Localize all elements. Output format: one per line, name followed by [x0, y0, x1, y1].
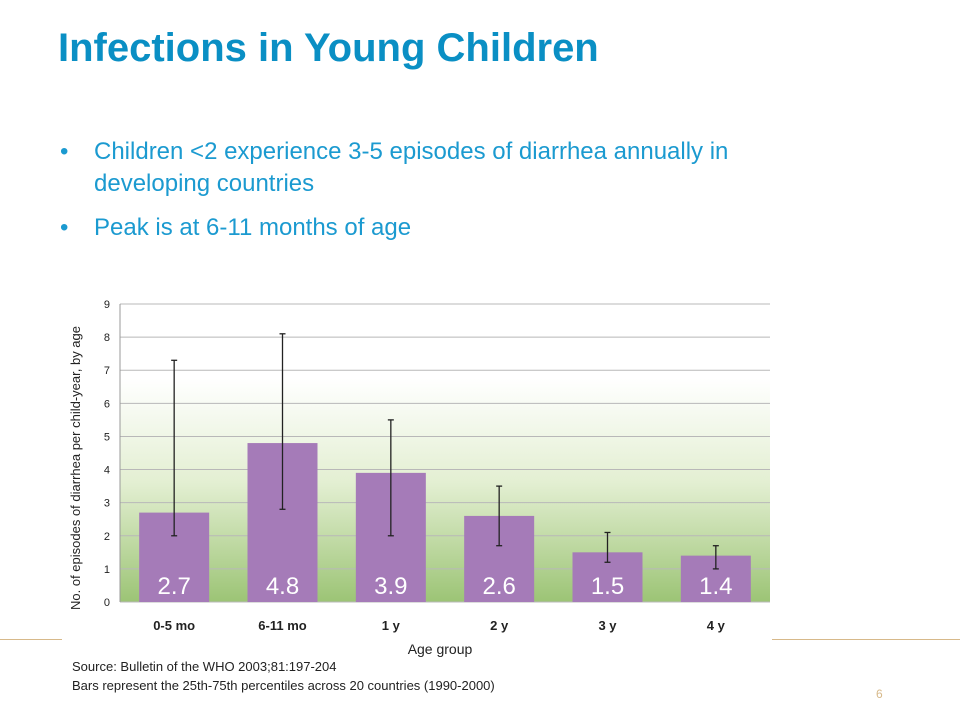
y-tick-label: 2 [104, 531, 110, 543]
y-tick-label: 5 [104, 431, 110, 443]
bullet-item: • Peak is at 6-11 months of age [60, 212, 800, 244]
source-note: Source: Bulletin of the WHO 2003;81:197-… [72, 657, 495, 695]
source-line: Source: Bulletin of the WHO 2003;81:197-… [72, 659, 337, 674]
x-tick-label: 4 y [707, 618, 726, 633]
bullet-marker: • [60, 214, 69, 241]
x-axis-title: Age group [408, 641, 473, 657]
bullet-list: • Children <2 experience 3-5 episodes of… [60, 136, 800, 256]
bar-value-label: 4.8 [266, 573, 299, 600]
bar-value-label: 1.5 [591, 573, 624, 600]
y-axis-title: No. of episodes of diarrhea per child-ye… [68, 326, 83, 610]
value-labels: 2.7 4.8 3.9 2.6 1.5 1.4 [157, 573, 732, 600]
plot-background [120, 304, 770, 602]
y-tick-label: 8 [104, 332, 110, 344]
x-tick-label: 1 y [382, 618, 401, 633]
y-tick-label: 1 [104, 564, 110, 576]
bullet-marker: • [60, 138, 69, 165]
page-number: 6 [876, 687, 883, 701]
x-tick-label: 3 y [598, 618, 617, 633]
slide-title: Infections in Young Children [58, 26, 599, 70]
bullet-text: Peak is at 6-11 months of age [94, 214, 412, 241]
footer-rule-left [0, 639, 62, 640]
x-tick-label: 6-11 mo [258, 618, 306, 633]
gridlines [119, 303, 770, 603]
bar-value-label: 2.7 [157, 573, 190, 600]
y-tick-label: 0 [104, 597, 110, 609]
bullet-item: • Children <2 experience 3-5 episodes of… [60, 136, 800, 200]
y-tick-label: 3 [104, 498, 110, 510]
bar-value-label: 3.9 [374, 573, 407, 600]
x-tick-labels: 0-5 mo 6-11 mo 1 y 2 y 3 y 4 y [153, 618, 725, 633]
x-tick-label: 2 y [490, 618, 509, 633]
y-tick-label: 7 [104, 365, 110, 377]
y-tick-label: 6 [104, 398, 110, 410]
bullet-text: Children <2 experience 3-5 episodes of d… [94, 138, 729, 197]
bars [139, 443, 751, 602]
bar-value-label: 1.4 [699, 573, 732, 600]
bar-value-label: 2.6 [482, 573, 515, 600]
error-bars [171, 333, 719, 570]
diarrhea-episodes-bar-chart: 0 1 2 3 4 5 6 7 8 9 2.7 4.8 3.9 2.6 1.5 1.4 0-5 mo 6-11… [68, 299, 770, 657]
y-tick-labels: 0 1 2 3 4 5 6 7 8 9 [104, 299, 110, 609]
source-line: Bars represent the 25th-75th percentiles… [72, 678, 495, 693]
x-tick-label: 0-5 mo [153, 618, 195, 633]
footer-rule-right [772, 639, 960, 640]
y-tick-label: 9 [104, 299, 110, 311]
y-tick-label: 4 [104, 465, 110, 477]
